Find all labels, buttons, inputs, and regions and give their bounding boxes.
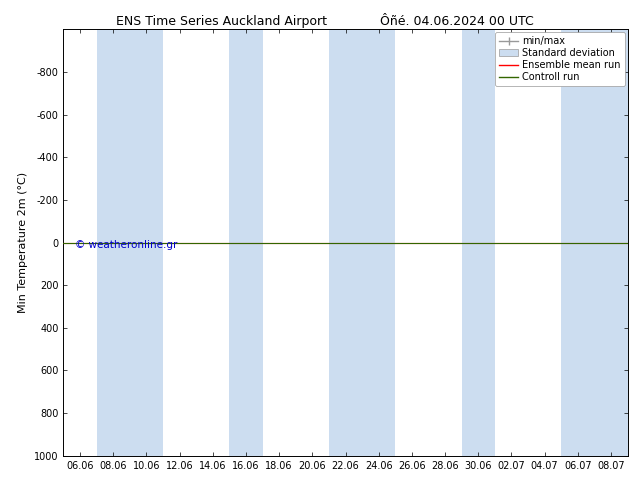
Bar: [595, 29, 628, 456]
Y-axis label: Min Temperature 2m (°C): Min Temperature 2m (°C): [18, 172, 29, 313]
Bar: [561, 29, 595, 456]
Bar: [230, 29, 262, 456]
Text: ENS Time Series Auckland Airport: ENS Time Series Auckland Airport: [117, 15, 327, 28]
Bar: [362, 29, 396, 456]
Text: © weatheronline.gr: © weatheronline.gr: [75, 240, 177, 250]
Bar: [462, 29, 495, 456]
Bar: [96, 29, 130, 456]
Bar: [329, 29, 362, 456]
Legend: min/max, Standard deviation, Ensemble mean run, Controll run: min/max, Standard deviation, Ensemble me…: [495, 32, 624, 86]
Bar: [130, 29, 163, 456]
Text: Ôñé. 04.06.2024 00 UTC: Ôñé. 04.06.2024 00 UTC: [380, 15, 533, 28]
